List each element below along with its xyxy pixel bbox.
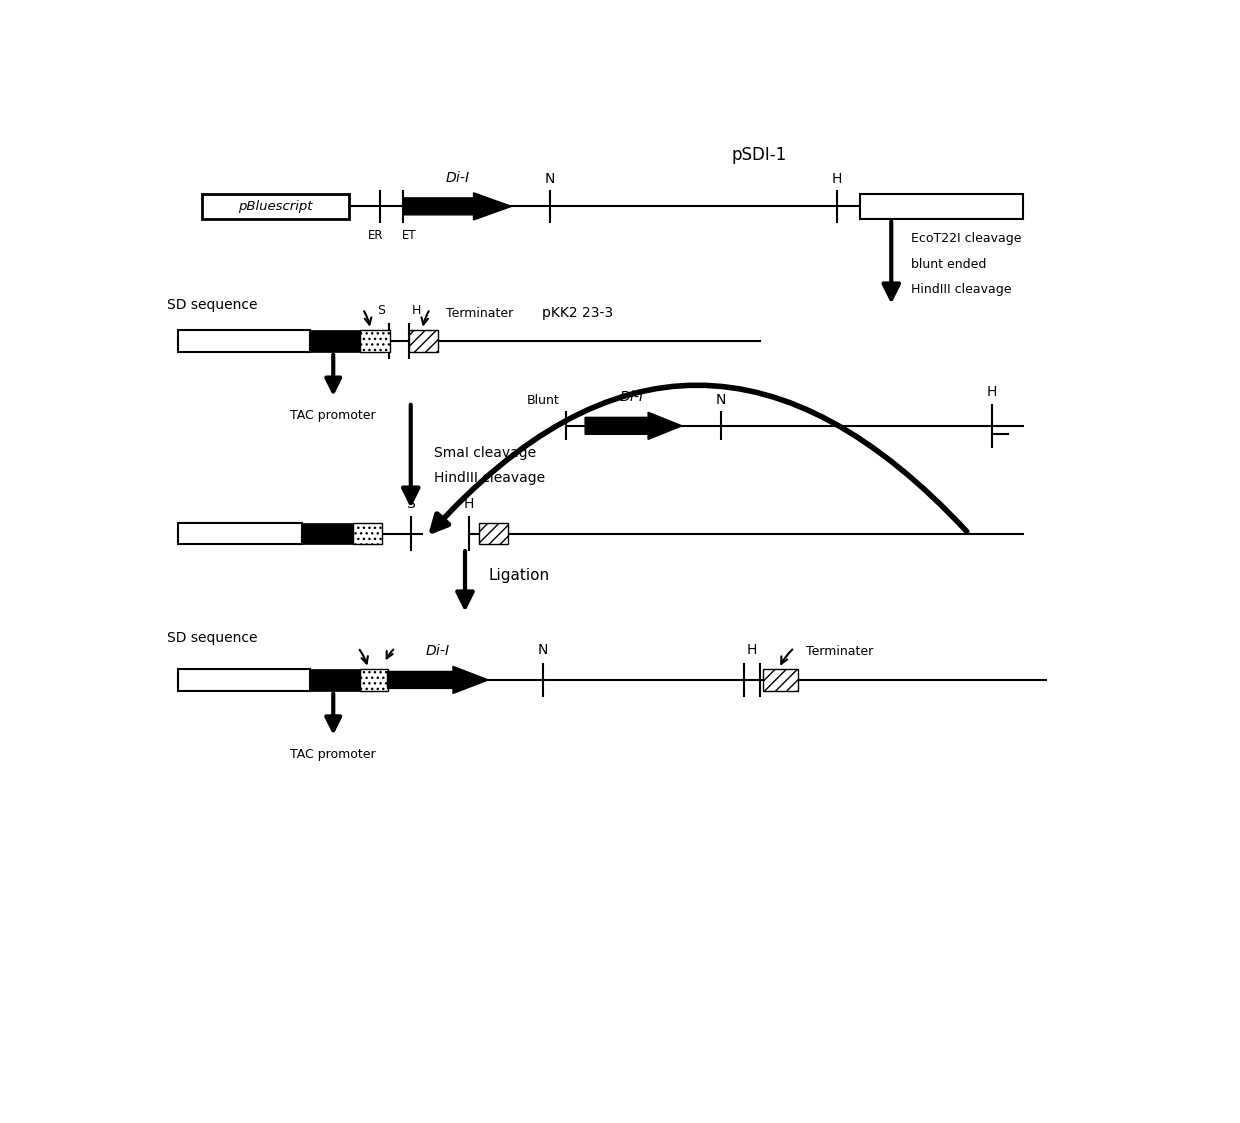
Text: $Di$-$I$: $Di$-$I$: [425, 643, 450, 658]
Bar: [361, 669, 388, 691]
Bar: [303, 523, 352, 545]
Bar: [764, 669, 799, 691]
Text: S: S: [377, 304, 386, 318]
Text: H: H: [832, 172, 842, 185]
Text: HindIII cleavage: HindIII cleavage: [434, 472, 546, 485]
FancyArrow shape: [387, 666, 489, 694]
Text: N: N: [537, 642, 548, 657]
Bar: [201, 194, 348, 219]
Bar: [179, 523, 303, 545]
Text: H: H: [987, 385, 997, 399]
FancyArrow shape: [403, 193, 511, 220]
Text: pSDI-1: pSDI-1: [732, 146, 787, 164]
Text: H: H: [746, 642, 756, 657]
Bar: [361, 330, 389, 351]
Bar: [310, 669, 361, 691]
Text: pKK2 23-3: pKK2 23-3: [543, 307, 614, 320]
Text: SmaI cleavage: SmaI cleavage: [434, 446, 536, 459]
Text: ER: ER: [368, 229, 383, 243]
Text: TAC promoter: TAC promoter: [290, 409, 376, 422]
Text: Ligation: Ligation: [489, 568, 549, 584]
Text: N: N: [546, 172, 556, 185]
Text: S: S: [407, 496, 415, 511]
Text: HindIII cleavage: HindIII cleavage: [910, 283, 1011, 296]
Bar: [479, 523, 508, 545]
Text: $Di$-$I$: $Di$-$I$: [445, 170, 470, 185]
Text: H: H: [412, 304, 420, 318]
Text: Terminater: Terminater: [806, 646, 873, 658]
FancyArrowPatch shape: [433, 385, 967, 531]
Text: Terminater: Terminater: [445, 308, 513, 320]
Text: Blunt: Blunt: [527, 393, 559, 407]
Text: $Di$-$I$: $Di$-$I$: [619, 390, 645, 404]
Text: ET: ET: [402, 229, 417, 243]
Text: SD sequence: SD sequence: [166, 298, 257, 312]
Bar: [179, 669, 310, 691]
Text: pBluescript: pBluescript: [238, 200, 312, 213]
Bar: [310, 330, 361, 351]
Text: TAC promoter: TAC promoter: [290, 748, 376, 760]
Bar: [861, 194, 1023, 219]
Text: EcoT22I cleavage: EcoT22I cleavage: [910, 232, 1021, 245]
FancyArrow shape: [585, 412, 682, 439]
Bar: [179, 330, 310, 351]
Text: N: N: [715, 393, 725, 407]
Text: SD sequence: SD sequence: [166, 631, 257, 646]
Bar: [409, 330, 438, 351]
Text: H: H: [464, 496, 474, 511]
Text: blunt ended: blunt ended: [910, 257, 986, 271]
Bar: [352, 523, 382, 545]
